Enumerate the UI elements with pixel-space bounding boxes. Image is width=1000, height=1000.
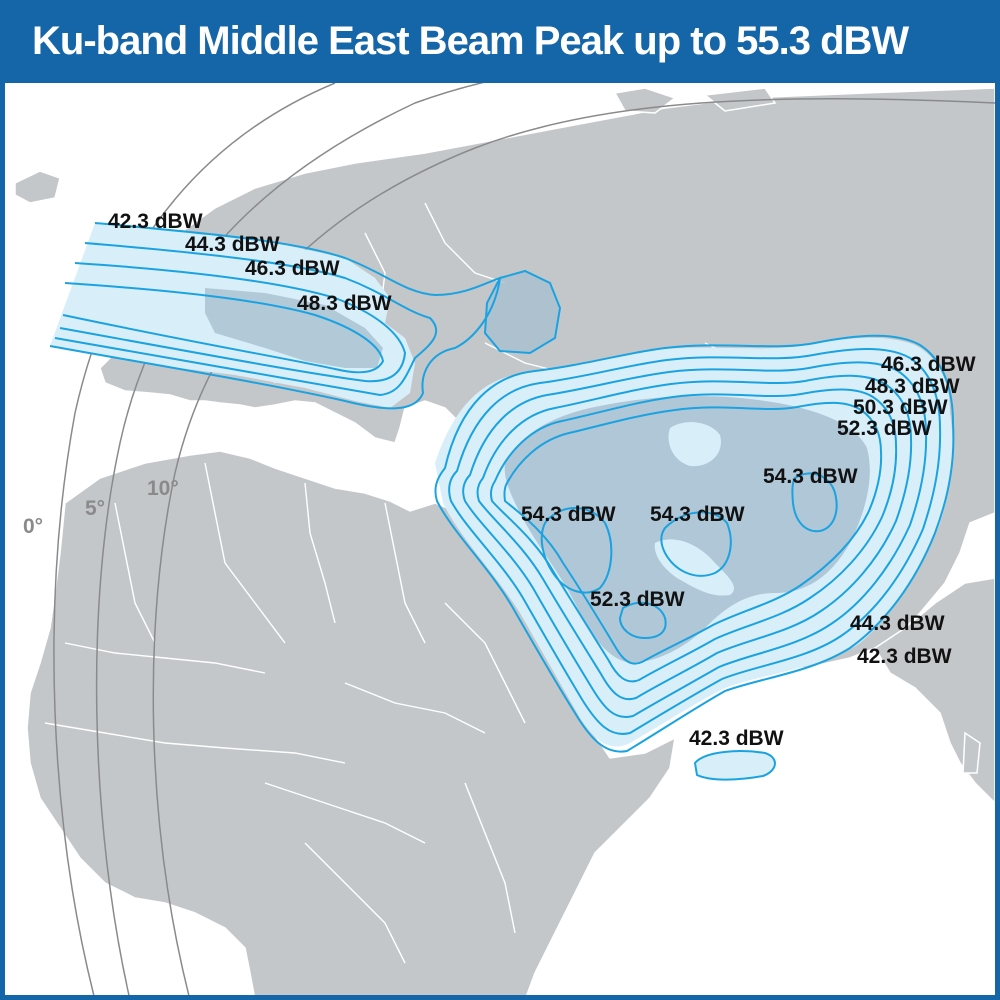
label-core-52-south: 52.3 dBW [590, 588, 685, 611]
contour-me-50 [490, 388, 898, 683]
contour-europe-48 [62, 282, 385, 374]
europe-beam-core [205, 288, 383, 368]
me-beam-core [504, 396, 870, 663]
caspian-sea [668, 422, 721, 467]
label-europe-44: 44.3 dBW [185, 233, 280, 256]
landmass-iceland [14, 170, 61, 204]
elevation-labels: 0° 5° 10° [23, 477, 179, 538]
contour-me-42 [434, 334, 955, 753]
elevation-label-0: 0° [23, 515, 43, 538]
contour-europe-46 [59, 262, 407, 383]
landmass-sri-lanka [962, 731, 981, 774]
label-europe-42: 42.3 dBW [108, 210, 203, 233]
contour-me-46 [462, 361, 928, 719]
elevation-label-5: 5° [85, 497, 105, 520]
label-core-54-east: 54.3 dBW [763, 465, 858, 488]
label-core-54-center: 54.3 dBW [650, 503, 745, 526]
contour-core-54-west [540, 507, 613, 594]
label-sri-lanka-42: 42.3 dBW [689, 727, 784, 750]
label-east-48: 48.3 dBW [865, 375, 960, 398]
contour-me-48 [476, 374, 913, 701]
contour-europe-42 [49, 222, 502, 410]
label-east-50: 50.3 dBW [853, 396, 948, 419]
east-europe-lobe [483, 269, 562, 355]
europe-beam [49, 222, 562, 410]
label-core-54-west: 54.3 dBW [521, 503, 616, 526]
label-europe-46: 46.3 dBW [245, 257, 340, 280]
label-east-46: 46.3 dBW [881, 353, 976, 376]
contour-core-54-center [660, 511, 732, 577]
persian-gulf [654, 539, 735, 596]
label-south-42: 42.3 dBW [857, 645, 952, 668]
title-bar: Ku-band Middle East Beam Peak up to 55.3… [5, 5, 995, 83]
elevation-arc-0 [53, 83, 336, 995]
contour-core-52-south [618, 601, 667, 640]
contour-me-44 [448, 348, 942, 735]
contour-europe-44 [54, 242, 438, 397]
contour-labels: 42.3 dBW 44.3 dBW 46.3 dBW 48.3 dBW 46.3… [108, 210, 976, 750]
map-title: Ku-band Middle East Beam Peak up to 55.3… [32, 19, 909, 63]
label-east-52: 52.3 dBW [837, 417, 932, 440]
label-europe-48: 48.3 dBW [297, 292, 392, 315]
elevation-label-10: 10° [147, 477, 179, 500]
contour-core-54-east [791, 472, 838, 533]
label-south-44: 44.3 dBW [850, 612, 945, 635]
coverage-map: 0° 5° 10° 42.3 dBW 44.3 dBW 46.3 dBW 48.… [5, 83, 995, 995]
middle-east-beam [434, 334, 955, 781]
sri-lanka-lobe [693, 750, 776, 781]
contour-me-52 [503, 401, 883, 665]
